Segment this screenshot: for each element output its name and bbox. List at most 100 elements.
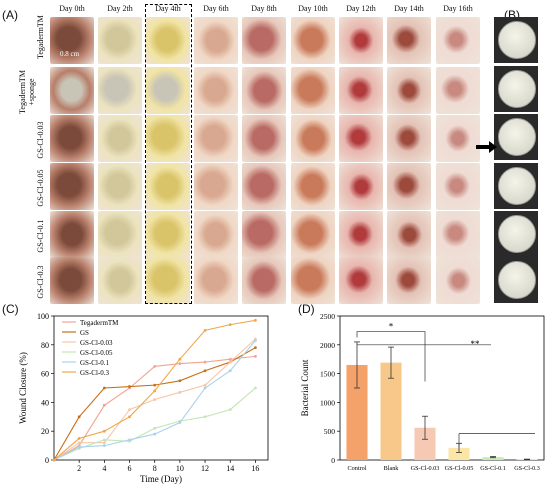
wound-photo: [291, 211, 335, 258]
agar-plate: [498, 167, 536, 205]
wound-photo: [291, 115, 335, 162]
data-point: [103, 444, 106, 447]
petri-dish: [494, 257, 538, 303]
wound-photo: [436, 115, 480, 162]
wound-photo: [339, 257, 383, 304]
day-header: Day 12th: [338, 4, 384, 13]
wound-photo: [194, 17, 238, 64]
day-header: Day 2th: [97, 4, 143, 13]
legend-entry: GS-Cl-0.1: [80, 359, 109, 367]
data-point: [254, 319, 257, 322]
legend-entry: GS-Cl-0.03: [80, 339, 113, 347]
data-point: [103, 387, 106, 390]
x-tick-label: Control: [348, 465, 367, 472]
agar-plate: [498, 215, 536, 253]
x-axis-title: Time (Day): [140, 474, 182, 484]
day-header: Day 14th: [386, 4, 432, 13]
x-tick-label: 12: [201, 464, 209, 473]
wound-photo: [242, 115, 286, 162]
data-point: [153, 384, 156, 387]
data-point: [128, 385, 131, 388]
day4-highlight-box: [145, 4, 192, 304]
data-point: [178, 358, 181, 361]
wound-photo: [436, 17, 480, 64]
group-label: GS-Cl-0.05: [36, 165, 45, 211]
wound-photo: [436, 211, 480, 258]
data-point: [78, 437, 81, 440]
y-axis-title: Wound Closure (%): [18, 352, 28, 424]
data-point: [128, 438, 131, 441]
x-tick-label: 6: [128, 464, 132, 473]
y-tick-label: 500: [324, 427, 336, 436]
y-tick-label: 60: [41, 370, 49, 379]
x-tick-label: GS-Cl-0.03: [411, 465, 440, 472]
x-tick-label: Blank: [384, 465, 400, 472]
wound-photo: [50, 211, 94, 258]
wound-photo: [242, 257, 286, 304]
wound-photo: [50, 67, 94, 114]
legend-entry: GS-Cl-0.3: [80, 369, 109, 377]
wound-photo: [194, 115, 238, 162]
wound-photo: [339, 17, 383, 64]
wound-photo: [50, 257, 94, 304]
x-tick-label: 10: [176, 464, 184, 473]
wound-photo: [98, 115, 142, 162]
wound-photo: [242, 67, 286, 114]
y-tick-label: 20: [41, 427, 49, 436]
group-label: GS-Cl-0.1: [36, 213, 45, 259]
wound-photo: [50, 163, 94, 210]
petri-dish: [494, 66, 538, 112]
data-point: [178, 379, 181, 382]
x-tick-label: 4: [102, 464, 106, 473]
data-point: [103, 404, 106, 407]
agar-plate: [498, 21, 536, 59]
arrow-icon: [476, 140, 498, 154]
wound-photo: [194, 67, 238, 114]
data-point: [204, 387, 207, 390]
y-tick-label: 80: [41, 341, 49, 350]
wound-photo: [436, 67, 480, 114]
wound-closure-chart: 0204060801002 4 6 8 10 12 14 16Time (Day)Wound …: [14, 308, 284, 490]
wound-photo: [98, 211, 142, 258]
agar-plate: [498, 118, 536, 156]
scale-bar-label: 0.8 cm: [60, 50, 79, 58]
wound-photo: [387, 163, 431, 210]
data-point: [103, 438, 106, 441]
petri-dish: [494, 114, 538, 160]
wound-photo: [98, 257, 142, 304]
y-tick-label: 0: [331, 456, 335, 465]
group-label: TegadermTM: [36, 19, 45, 59]
data-point: [128, 408, 131, 411]
significance-marker: *: [389, 322, 394, 332]
data-point: [153, 365, 156, 368]
agar-plate: [498, 261, 536, 299]
petri-dish: [494, 163, 538, 209]
data-point: [229, 358, 232, 361]
x-tick-label: GS-Cl-0.05: [445, 465, 474, 472]
wound-photo: [98, 67, 142, 114]
wound-photo: [98, 17, 142, 64]
y-axis-title: Bacterial Count: [300, 359, 310, 416]
data-point: [204, 369, 207, 372]
data-point: [178, 391, 181, 394]
significance-marker: **: [471, 339, 481, 349]
wound-photo: [387, 115, 431, 162]
group-label: GS-Cl-0.03: [36, 117, 45, 163]
y-tick-label: 0: [45, 456, 49, 465]
data-point: [229, 408, 232, 411]
data-point: [254, 387, 257, 390]
x-tick-label: 2: [77, 464, 81, 473]
data-point: [204, 361, 207, 364]
day-header: Day 0th: [49, 4, 95, 13]
x-tick-label: GS-Cl-0.1: [480, 465, 506, 472]
plot-frame: [54, 316, 268, 460]
legend-entry: GS: [80, 329, 89, 337]
wound-photo: [242, 17, 286, 64]
y-tick-label: 2500: [320, 312, 335, 321]
day-header: Day 10th: [290, 4, 336, 13]
data-point: [254, 346, 257, 349]
data-point: [78, 415, 81, 418]
data-point: [229, 361, 232, 364]
wound-photo: [291, 257, 335, 304]
data-point: [229, 323, 232, 326]
